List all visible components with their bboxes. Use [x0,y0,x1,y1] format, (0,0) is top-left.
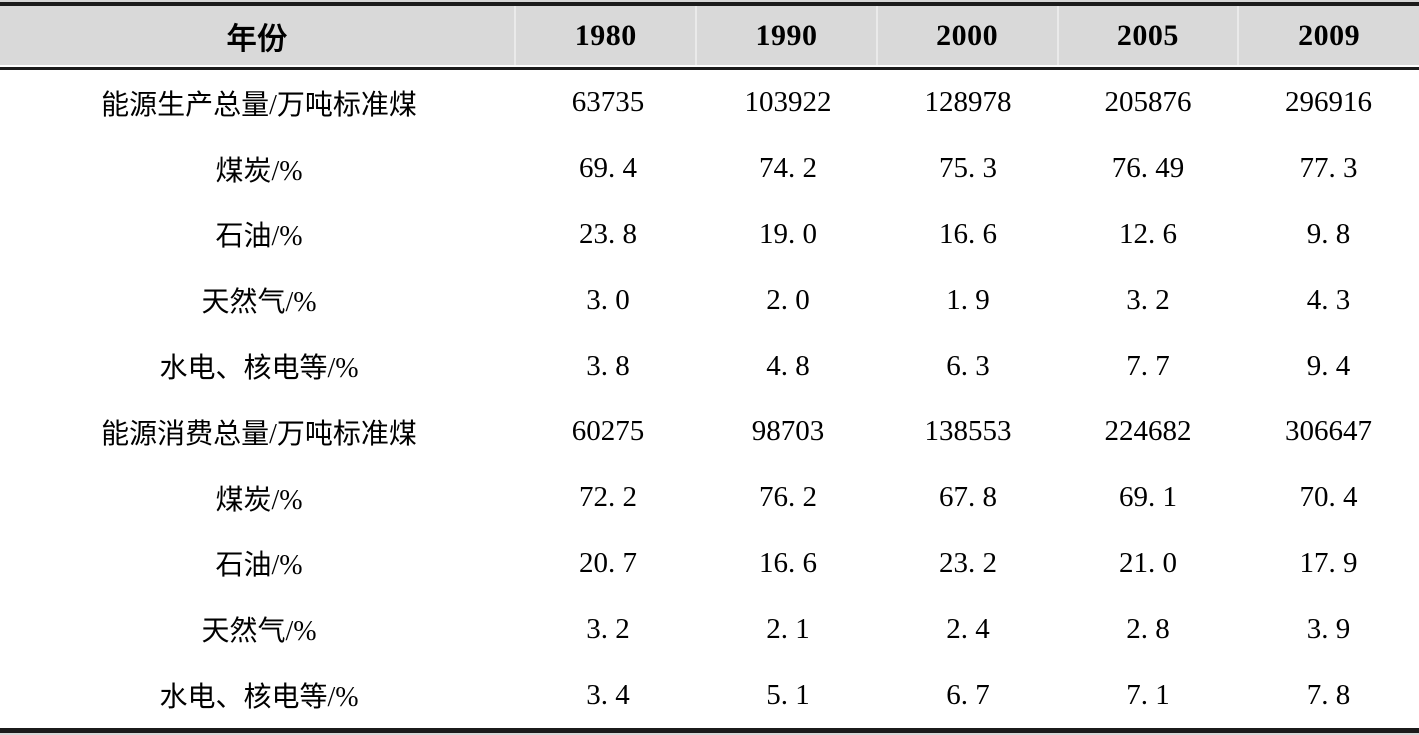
cell-value: 2. 4 [946,612,990,645]
cell-value: 5. 1 [766,678,810,711]
table-header-row: 年份 1980 1990 2000 2005 2009 [0,6,1419,65]
cell-value: 3. 2 [1126,283,1170,316]
row-label: 天然气/% [201,616,317,648]
table-row: 水电、核电等/% 3. 4 5. 1 6. 7 7. 1 7. 8 [0,662,1419,728]
cell-value: 3. 4 [586,678,630,711]
cell-value: 2. 1 [766,612,810,645]
cell-value: 4. 8 [766,349,810,382]
row-label: 水电、核电等/% [159,353,359,385]
cell-value: 98703 [751,415,825,448]
cell-value: 138553 [924,415,1012,448]
cell-value: 128978 [924,86,1012,119]
cell-value: 21. 0 [1119,546,1177,579]
cell-value: 9. 8 [1306,217,1351,250]
row-label: 水电、核电等/% [159,682,359,714]
row-label: 能源消费总量/万吨标准煤 [101,418,417,450]
header-cell-2000: 2000 [875,6,1057,65]
cell-value: 306647 [1285,415,1372,448]
cell-value: 4. 3 [1306,283,1351,316]
row-label: 煤炭/% [215,155,303,187]
cell-value: 3. 0 [586,283,630,316]
table-bottom-rule [0,728,1419,733]
cell-value: 72. 2 [579,481,637,514]
cell-value: 6. 7 [946,678,990,711]
header-cell-2009: 2009 [1237,6,1419,65]
header-cell-year: 年份 [226,22,288,56]
header-bottom-rule [0,67,1419,70]
header-gap [0,65,1419,67]
table-row: 石油/% 23. 8 19. 0 16. 6 12. 6 9. 8 [0,202,1419,268]
cell-value: 77. 3 [1299,152,1358,185]
row-label: 石油/% [215,221,303,253]
cell-value: 296916 [1285,86,1372,119]
table-row: 天然气/% 3. 2 2. 1 2. 4 2. 8 3. 9 [0,596,1419,662]
cell-value: 60275 [571,415,645,448]
cell-value: 3. 8 [586,349,630,382]
table-row: 水电、核电等/% 3. 8 4. 8 6. 3 7. 7 9. 4 [0,333,1419,399]
table-row: 能源生产总量/万吨标准煤 63735 103922 128978 205876 … [0,70,1419,136]
row-label: 能源生产总量/万吨标准煤 [101,89,417,121]
cell-value: 63735 [571,86,645,119]
cell-value: 2. 8 [1126,612,1170,645]
row-label: 石油/% [215,550,303,582]
header-cell-1980: 1980 [514,6,695,65]
cell-value: 2. 0 [766,283,810,316]
cell-value: 69. 1 [1119,481,1177,514]
cell-value: 20. 7 [579,546,637,579]
header-cell-2005: 2005 [1056,6,1238,65]
cell-value: 75. 3 [939,152,997,185]
cell-value: 9. 4 [1306,349,1351,382]
cell-value: 6. 3 [946,349,990,382]
cell-value: 74. 2 [759,152,817,185]
cell-value: 70. 4 [1299,481,1358,514]
table-top-rule [0,2,1419,6]
cell-value: 3. 2 [586,612,630,645]
cell-value: 76. 2 [759,481,817,514]
table-row: 天然气/% 3. 0 2. 0 1. 9 3. 2 4. 3 [0,267,1419,333]
cell-value: 7. 7 [1126,349,1170,382]
cell-value: 224682 [1104,415,1192,448]
cell-value: 67. 8 [939,481,997,514]
cell-value: 7. 8 [1306,678,1351,711]
cell-value: 19. 0 [759,217,817,250]
table-body: 能源生产总量/万吨标准煤 63735 103922 128978 205876 … [0,70,1419,728]
table-row: 煤炭/% 69. 4 74. 2 75. 3 76. 49 77. 3 [0,136,1419,202]
cell-value: 16. 6 [759,546,817,579]
cell-value: 3. 9 [1306,612,1351,645]
cell-value: 103922 [744,86,832,119]
table-row: 能源消费总量/万吨标准煤 60275 98703 138553 224682 3… [0,399,1419,465]
cell-value: 16. 6 [939,217,997,250]
cell-value: 17. 9 [1299,546,1358,579]
top-margin-strip [0,0,1419,2]
cell-value: 1. 9 [946,283,990,316]
cell-value: 205876 [1104,86,1192,119]
cell-value: 7. 1 [1126,678,1170,711]
cell-value: 23. 2 [939,546,997,579]
cell-value: 12. 6 [1119,217,1177,250]
row-label: 煤炭/% [215,484,303,516]
table-row: 煤炭/% 72. 2 76. 2 67. 8 69. 1 70. 4 [0,465,1419,531]
row-label: 天然气/% [201,287,317,319]
bottom-margin-strip [0,733,1419,735]
cell-value: 69. 4 [579,152,637,185]
table-row: 石油/% 20. 7 16. 6 23. 2 21. 0 17. 9 [0,531,1419,597]
header-cell-1990: 1990 [695,6,876,65]
cell-value: 23. 8 [579,217,637,250]
cell-value: 76. 49 [1111,152,1185,185]
